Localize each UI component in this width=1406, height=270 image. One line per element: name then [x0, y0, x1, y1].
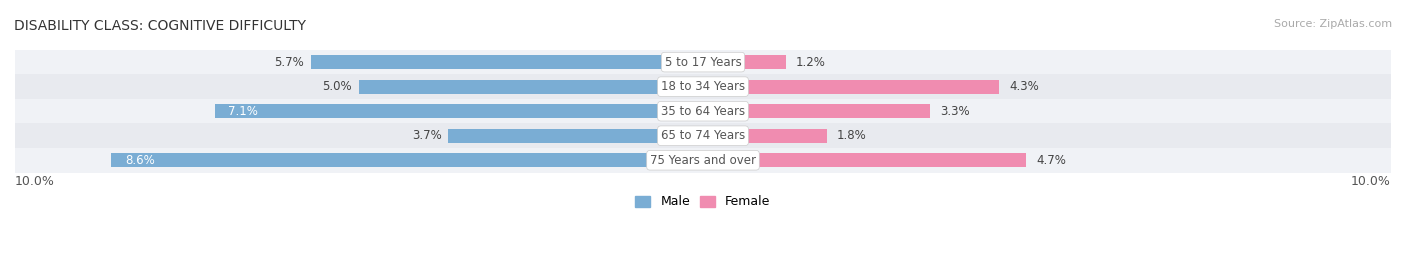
Text: 4.7%: 4.7% [1036, 154, 1067, 167]
Bar [703, 153, 1026, 167]
Bar [215, 104, 703, 118]
Text: 3.3%: 3.3% [941, 105, 970, 118]
Bar [359, 80, 703, 94]
Legend: Male, Female: Male, Female [630, 190, 776, 213]
Bar [15, 50, 1391, 75]
Text: 1.8%: 1.8% [837, 129, 868, 142]
Text: 4.3%: 4.3% [1010, 80, 1039, 93]
Text: 10.0%: 10.0% [15, 176, 55, 188]
Text: 8.6%: 8.6% [125, 154, 155, 167]
Bar [15, 99, 1391, 123]
Text: 75 Years and over: 75 Years and over [650, 154, 756, 167]
Bar [15, 75, 1391, 99]
Bar [15, 123, 1391, 148]
Text: 10.0%: 10.0% [1351, 176, 1391, 188]
Bar [449, 129, 703, 143]
Bar [703, 80, 998, 94]
Bar [15, 148, 1391, 173]
Text: 5.7%: 5.7% [274, 56, 304, 69]
Text: Source: ZipAtlas.com: Source: ZipAtlas.com [1274, 19, 1392, 29]
Text: 3.7%: 3.7% [412, 129, 441, 142]
Text: 1.2%: 1.2% [796, 56, 825, 69]
Text: 7.1%: 7.1% [228, 105, 259, 118]
Text: 35 to 64 Years: 35 to 64 Years [661, 105, 745, 118]
Bar [703, 55, 786, 69]
Text: 5 to 17 Years: 5 to 17 Years [665, 56, 741, 69]
Bar [703, 104, 929, 118]
Text: 65 to 74 Years: 65 to 74 Years [661, 129, 745, 142]
Text: 18 to 34 Years: 18 to 34 Years [661, 80, 745, 93]
Text: DISABILITY CLASS: COGNITIVE DIFFICULTY: DISABILITY CLASS: COGNITIVE DIFFICULTY [14, 19, 307, 33]
Bar [311, 55, 703, 69]
Text: 5.0%: 5.0% [322, 80, 352, 93]
Bar [111, 153, 703, 167]
Bar [703, 129, 827, 143]
